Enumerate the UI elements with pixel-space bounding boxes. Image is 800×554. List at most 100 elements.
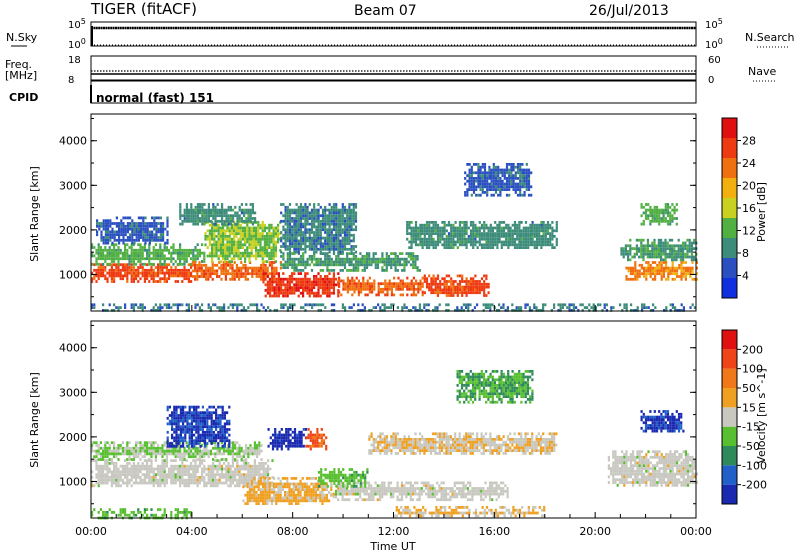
power-cell	[456, 229, 459, 233]
power-cell	[217, 243, 220, 247]
power-cell	[410, 282, 413, 286]
power-cell	[324, 247, 327, 251]
power-cell	[675, 222, 678, 226]
power-cell	[366, 293, 369, 297]
power-cell	[605, 309, 608, 312]
power-cell	[198, 263, 201, 267]
power-cell	[430, 285, 433, 289]
power-cell	[211, 266, 214, 270]
power-cell	[474, 282, 477, 286]
power-cell	[513, 226, 517, 230]
power-cell	[376, 257, 380, 261]
velocity-cell	[194, 462, 197, 465]
power-cell	[456, 240, 459, 244]
power-cell	[255, 269, 258, 273]
power-cell	[212, 211, 215, 215]
power-cell	[456, 235, 459, 238]
velocity-cell	[132, 473, 135, 476]
power-cell	[350, 208, 353, 212]
velocity-cell	[187, 476, 190, 479]
power-cell	[530, 193, 533, 197]
power-cell	[330, 239, 333, 243]
power-cell	[332, 280, 335, 284]
power-cell	[143, 257, 146, 261]
power-cell	[241, 235, 244, 238]
power-cell	[684, 275, 687, 278]
power-cell	[219, 229, 222, 233]
velocity-cell	[102, 464, 105, 468]
power-cell	[117, 246, 120, 249]
power-cell	[113, 222, 116, 225]
power-cell	[310, 219, 314, 223]
power-cell	[658, 263, 661, 267]
power-cell	[348, 257, 351, 261]
power-cell	[286, 236, 289, 240]
power-cell	[124, 227, 127, 231]
power-cell	[479, 165, 482, 169]
power-cell	[129, 224, 132, 228]
power-cell	[277, 223, 280, 227]
power-cell	[346, 269, 349, 272]
power-cell	[491, 226, 495, 230]
power-cell	[629, 258, 632, 262]
velocity-cell	[97, 484, 100, 488]
power-cell	[179, 260, 182, 263]
velocity-cell	[165, 478, 168, 482]
power-cell	[570, 309, 573, 312]
power-cell	[414, 229, 418, 233]
power-cell	[190, 208, 193, 212]
power-cell	[299, 272, 302, 275]
velocity-cell	[126, 484, 129, 488]
power-cell	[423, 235, 426, 238]
power-cell	[122, 230, 125, 234]
power-cell	[330, 208, 333, 212]
power-cell	[280, 211, 283, 215]
power-cell	[168, 257, 171, 261]
power-cell	[273, 309, 276, 312]
power-cell	[665, 266, 668, 270]
power-cell	[159, 260, 162, 263]
power-cell	[170, 266, 173, 269]
power-cell	[463, 237, 466, 241]
power-cell	[203, 208, 206, 212]
power-cell	[353, 290, 356, 294]
power-cell	[456, 294, 459, 297]
power-cell	[642, 252, 645, 256]
power-cell	[170, 257, 173, 261]
power-cell	[456, 282, 459, 286]
velocity-cell	[115, 476, 118, 479]
power-cell	[172, 257, 175, 261]
power-cell	[510, 165, 513, 169]
power-cell	[434, 229, 437, 233]
power-cell	[465, 223, 468, 227]
power-cell	[270, 251, 273, 255]
velocity-cell	[148, 476, 151, 479]
power-cell	[259, 251, 262, 255]
power-cell	[315, 303, 318, 307]
power-cell	[339, 211, 342, 215]
power-cell	[353, 282, 356, 286]
power-cell	[460, 309, 463, 312]
velocity-cell	[183, 478, 186, 482]
power-cell	[151, 224, 154, 228]
power-cell	[293, 225, 296, 229]
velocity-cell	[104, 476, 107, 479]
power-cell	[159, 230, 162, 234]
velocity-cell	[161, 478, 164, 482]
power-cell	[326, 245, 329, 248]
power-cell	[669, 303, 672, 307]
power-cell	[662, 241, 665, 245]
power-cells	[91, 163, 698, 312]
velocity-cell	[150, 459, 153, 462]
power-cell	[371, 287, 374, 291]
power-cell	[447, 309, 450, 312]
power-cell	[682, 272, 685, 276]
date-label: 26/Jul/2013	[589, 3, 669, 19]
power-cell	[328, 225, 331, 229]
power-cell	[463, 285, 466, 289]
power-cell	[531, 223, 534, 227]
power-cell	[487, 291, 490, 295]
power-cell	[676, 272, 679, 276]
velocity-cell	[185, 459, 188, 462]
power-cell	[514, 188, 517, 191]
